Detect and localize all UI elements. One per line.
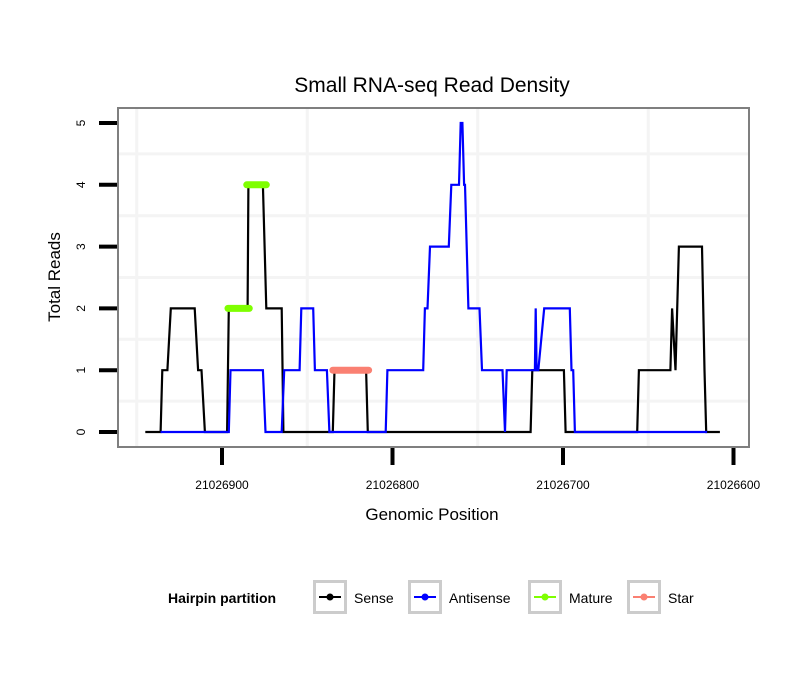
series-line-antisense	[160, 121, 708, 434]
y-axis: 0 1 2 3 4 5	[74, 119, 117, 435]
x-tick-label: 21026900	[195, 478, 249, 492]
legend-label: Antisense	[449, 590, 511, 606]
y-tick-label: 1	[74, 367, 88, 374]
legend: Sense Antisense Mature Star	[313, 580, 694, 614]
y-tick-label: 3	[74, 243, 88, 250]
chart-title: Small RNA-seq Read Density	[294, 74, 570, 97]
series-layer	[145, 121, 720, 434]
grid-lines	[118, 108, 749, 447]
plot-panel-border	[117, 107, 750, 448]
legend-item-antisense: Antisense	[408, 580, 511, 614]
x-tick-label: 21026600	[707, 478, 761, 492]
x-tick-label: 21026700	[536, 478, 590, 492]
x-tick-label: 21026800	[366, 478, 420, 492]
legend-key-point	[421, 593, 429, 601]
x-axis-title: Genomic Position	[365, 505, 498, 524]
y-tick-label: 5	[74, 119, 88, 126]
legend-item-sense: Sense	[313, 580, 394, 614]
legend-label: Sense	[354, 590, 394, 606]
x-axis: 21026900 21026800 21026700 21026600	[195, 448, 761, 492]
y-axis-title: Total Reads	[45, 232, 64, 322]
legend-key-point	[541, 593, 549, 601]
y-tick-label: 2	[74, 305, 88, 312]
legend-item-mature: Mature	[528, 580, 613, 614]
legend-label: Mature	[569, 590, 613, 606]
y-tick-label: 4	[74, 181, 88, 188]
legend-label: Star	[668, 590, 694, 606]
legend-key-point	[326, 593, 334, 601]
legend-key-point	[640, 593, 648, 601]
legend-title: Hairpin partition	[168, 590, 276, 606]
y-tick-label: 0	[74, 428, 88, 435]
legend-item-star: Star	[627, 580, 694, 614]
